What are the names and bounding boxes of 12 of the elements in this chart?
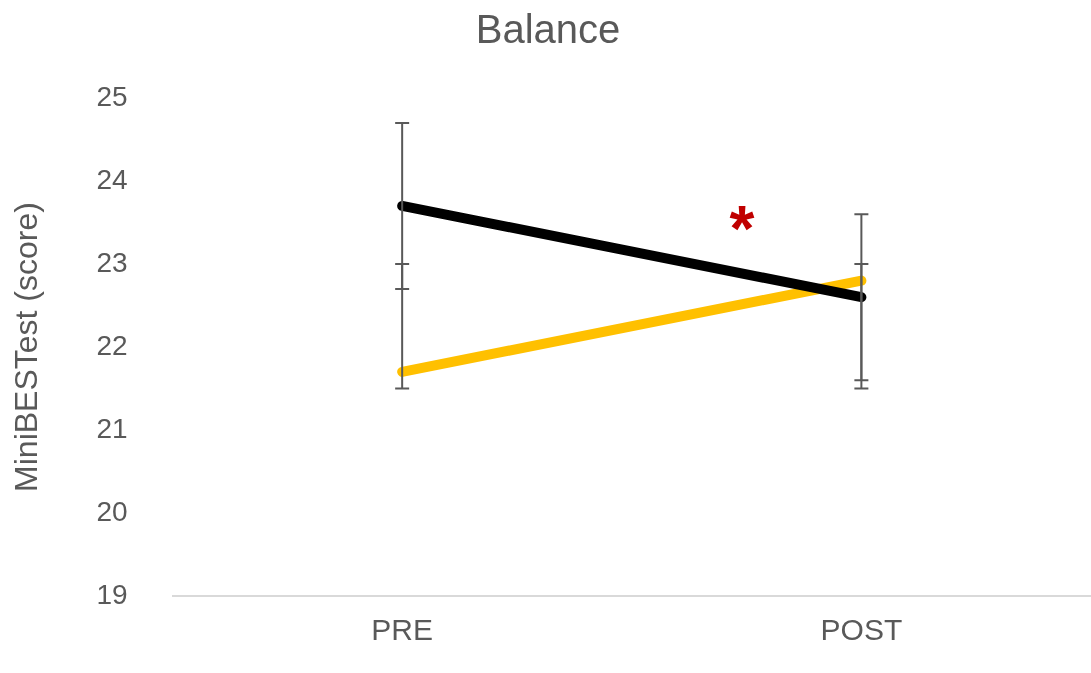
y-tick-label: 24 (96, 163, 128, 195)
annotation: * (729, 192, 755, 265)
x-tick-label: PRE (371, 613, 433, 647)
x-tick-label: POST (820, 613, 903, 647)
y-tick-label: 19 (96, 578, 128, 610)
chart-title: Balance (475, 7, 621, 52)
y-tick-label: 25 (96, 80, 128, 112)
y-axis-title: MiniBESTest (score) (8, 202, 45, 492)
y-tick-label: 23 (96, 246, 128, 278)
y-tick-label: 21 (96, 412, 128, 444)
y-tick-label: 20 (96, 495, 128, 527)
y-tick-label: 22 (96, 329, 128, 361)
